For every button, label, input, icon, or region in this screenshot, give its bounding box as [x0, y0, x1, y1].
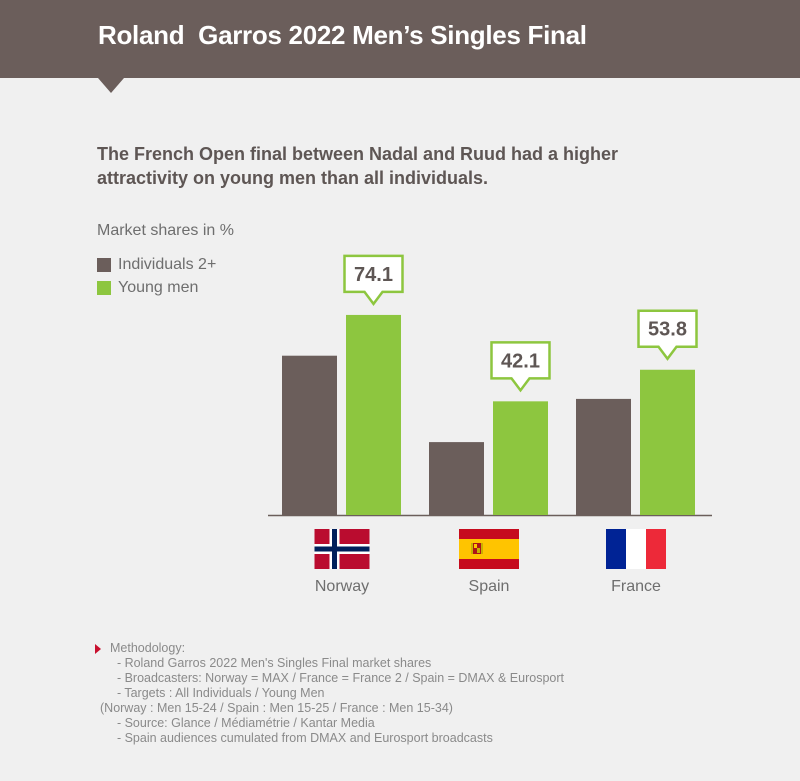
footnote-line: - Roland Garros 2022 Men's Singles Final… — [110, 656, 432, 670]
country-label-spain: Spain — [468, 578, 510, 595]
data-label-france: 53.8 — [648, 319, 687, 341]
data-label-norway: 74.1 — [354, 264, 393, 286]
legend-item-young-men: Young men — [97, 279, 198, 297]
legend-label-young-men: Young men — [118, 279, 199, 296]
data-label-spain: 42.1 — [501, 350, 540, 372]
footnote-line: (Norway : Men 15-24 / Spain : Men 15-25 … — [100, 701, 453, 715]
metric-label: Market shares in % — [97, 222, 234, 239]
bar-young-men-spain — [493, 401, 548, 515]
legend-item-individuals: Individuals 2+ — [97, 256, 216, 274]
norway-flag-icon — [312, 529, 372, 569]
country-label-france: France — [611, 578, 661, 595]
callout-box-spain — [490, 341, 551, 393]
callout-box-norway — [343, 254, 404, 307]
footnote-line: - Targets : All Individuals / Young Men — [110, 686, 325, 700]
footnote-line: - Broadcasters: Norway = MAX / France = … — [110, 671, 564, 685]
page-title: Roland Garros 2022 Men’s Singles Final — [98, 20, 587, 50]
france-flag-icon — [606, 529, 666, 569]
spain-flag-icon — [459, 529, 519, 569]
callout-box-france — [637, 309, 698, 361]
header-bar: Roland Garros 2022 Men’s Singles Final — [0, 0, 800, 78]
legend-label-individuals: Individuals 2+ — [118, 256, 217, 273]
footnote-line: - Source: Glance / Médiamétrie / Kantar … — [110, 716, 375, 730]
country-label-norway: Norway — [314, 578, 370, 595]
footnote-line: Methodology: — [110, 641, 186, 655]
legend-swatch-individuals — [97, 258, 111, 272]
legend-swatch-young-men — [97, 281, 111, 295]
footnote-marker-icon — [95, 644, 101, 654]
footnote: Methodology: - Roland Garros 2022 Men's … — [95, 641, 564, 746]
footnote-line: - Spain audiences cumulated from DMAX an… — [110, 731, 493, 745]
bar-individuals-france — [576, 398, 631, 515]
bar-individuals-norway — [282, 355, 337, 515]
header-notch — [98, 78, 124, 93]
subtitle: The French Open final between Nadal and … — [97, 144, 619, 188]
bar-young-men-norway — [346, 314, 401, 515]
bar-young-men-france — [640, 369, 695, 515]
bar-individuals-spain — [429, 442, 484, 515]
